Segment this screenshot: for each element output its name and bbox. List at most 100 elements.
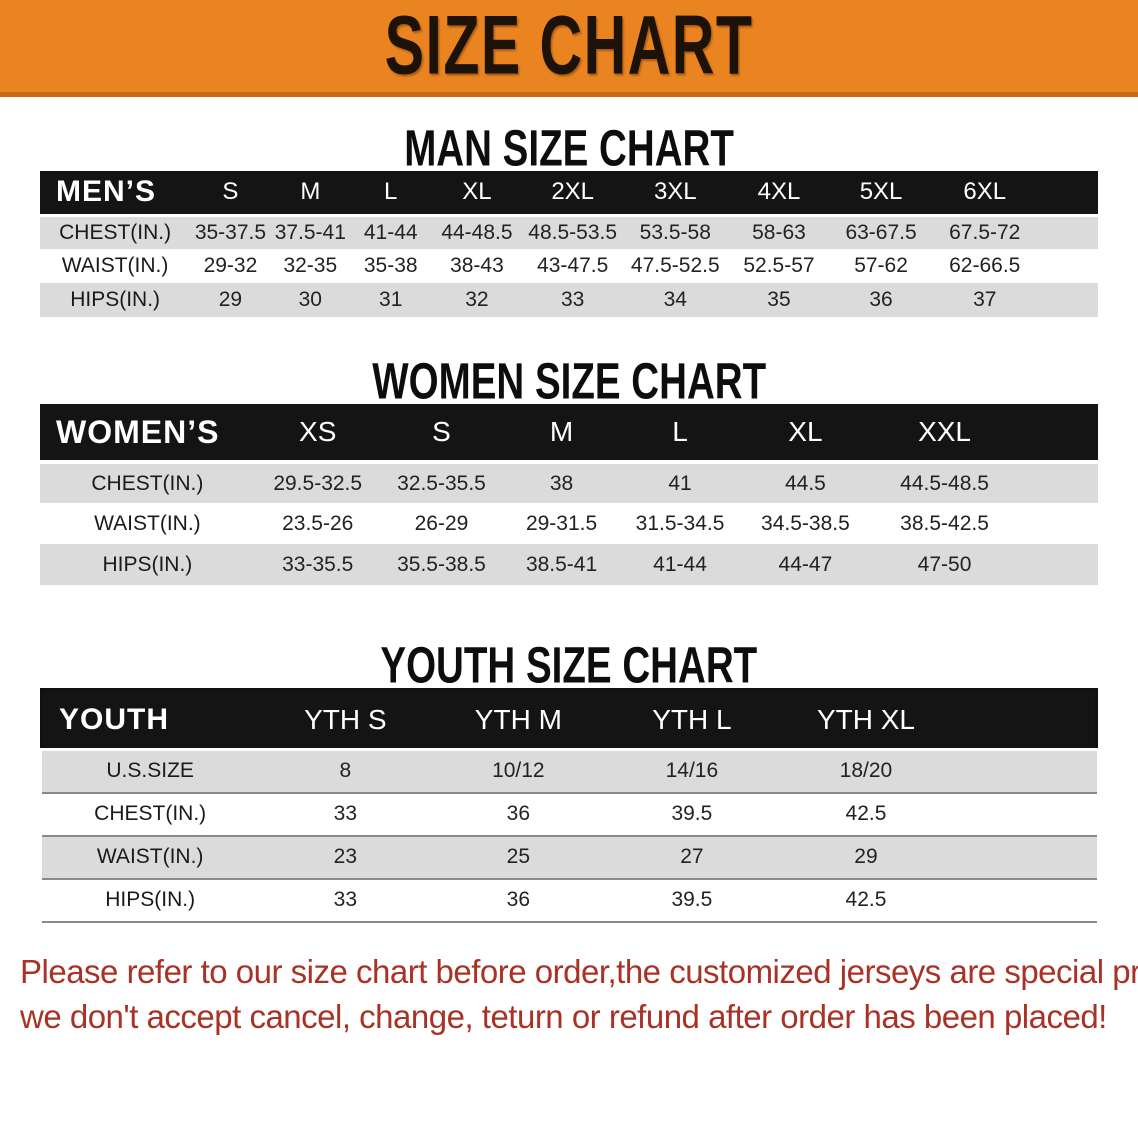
measurement-cell: 10/12 (431, 749, 605, 793)
size-column-header: XL (739, 404, 872, 464)
measurement-cell: 23.5-26 (254, 503, 381, 544)
size-column-header: M (270, 171, 350, 217)
measurement-cell: 47-50 (871, 544, 1018, 585)
row-filler (1017, 544, 1098, 585)
table-row: HIPS(IN.) 33 36 39.5 42.5 (41, 878, 1097, 922)
row-filler (1017, 503, 1098, 544)
measurement-cell: 29-31.5 (502, 503, 621, 544)
measurement-cell: 33 (258, 792, 432, 836)
size-column-header: YTH XL (778, 689, 953, 751)
measurement-cell: 26-29 (380, 503, 503, 544)
youth-header-row: YOUTH YTH S YTH M YTH L YTH XL (41, 689, 1097, 751)
size-column-header: L (349, 171, 432, 217)
womens-header-row: WOMEN’S XS S M L XL XXL (40, 404, 1098, 464)
banner-title: SIZE CHART (384, 0, 754, 92)
measurement-cell: 47.5-52.5 (622, 249, 728, 283)
row-filler (1037, 283, 1098, 317)
measurement-cell: 67.5-72 (931, 215, 1038, 249)
man-section-title: MAN SIZE CHART (0, 118, 1138, 177)
size-column-header: YTH M (431, 689, 605, 751)
row-filler (1037, 249, 1098, 283)
youth-size-table: YOUTH YTH S YTH M YTH L YTH XL U.S.SIZE 8 10/1… (40, 688, 1098, 923)
table-row: CHEST(IN.) 29.5-32.5 32.5-35.5 38 41 44.5 44.5… (40, 462, 1098, 503)
header-filler (1017, 404, 1098, 464)
size-column-header: XS (254, 404, 381, 464)
row-label: HIPS(IN.) (41, 878, 259, 922)
measurement-cell: 38 (502, 462, 621, 503)
measurement-cell: 38-43 (431, 249, 523, 283)
measurement-cell: 32-35 (270, 249, 350, 283)
measurement-cell: 42.5 (778, 792, 953, 836)
row-label: WAIST(IN.) (41, 835, 259, 879)
measurement-cell: 33-35.5 (254, 544, 381, 585)
row-label: CHEST(IN.) (41, 792, 259, 836)
measurement-cell: 63-67.5 (830, 215, 932, 249)
row-filler (952, 749, 1097, 793)
table-row: CHEST(IN.) 33 36 39.5 42.5 (41, 792, 1097, 836)
size-column-header: YTH L (604, 689, 779, 751)
measurement-cell: 34 (622, 283, 728, 317)
table-row: WAIST(IN.) 29-32 32-35 35-38 38-43 43-47.5 47.… (40, 249, 1098, 283)
row-label: CHEST(IN.) (40, 462, 255, 503)
measurement-cell: 53.5-58 (622, 215, 728, 249)
table-row: WAIST(IN.) 23.5-26 26-29 29-31.5 31.5-34.5 34… (40, 503, 1098, 544)
youth-section-title-text: YOUTH SIZE CHART (380, 635, 758, 694)
mens-size-table: MEN’S S M L XL 2XL 3XL 4XL 5XL 6XL CHEST(IN.) 35-3… (40, 171, 1098, 317)
womens-size-table: WOMEN’S XS S M L XL XXL CHEST(IN.) 29.5-32.5 32.… (40, 404, 1098, 585)
size-column-header: M (502, 404, 621, 464)
measurement-cell: 31 (349, 283, 432, 317)
measurement-cell: 25 (431, 835, 605, 879)
youth-section-title: YOUTH SIZE CHART (0, 635, 1138, 694)
mens-header-row: MEN’S S M L XL 2XL 3XL 4XL 5XL 6XL (40, 171, 1098, 217)
women-section-title: WOMEN SIZE CHART (0, 355, 1138, 406)
measurement-cell: 29.5-32.5 (254, 462, 381, 503)
measurement-cell: 37 (931, 283, 1038, 317)
measurement-cell: 39.5 (604, 878, 779, 922)
row-filler (1037, 215, 1098, 249)
measurement-cell: 33 (258, 878, 432, 922)
measurement-cell: 32.5-35.5 (380, 462, 503, 503)
measurement-cell: 58-63 (727, 215, 831, 249)
measurement-cell: 37.5-41 (270, 215, 350, 249)
measurement-cell: 18/20 (778, 749, 953, 793)
size-chart-banner: SIZE CHART (0, 0, 1138, 97)
row-filler (1017, 462, 1098, 503)
measurement-cell: 36 (431, 792, 605, 836)
measurement-cell: 36 (830, 283, 932, 317)
row-label: U.S.SIZE (41, 749, 259, 793)
measurement-cell: 31.5-34.5 (620, 503, 740, 544)
measurement-cell: 23 (258, 835, 432, 879)
size-column-header: XXL (871, 404, 1018, 464)
man-section-title-text: MAN SIZE CHART (404, 118, 734, 177)
measurement-cell: 48.5-53.5 (522, 215, 623, 249)
measurement-cell: 14/16 (604, 749, 779, 793)
measurement-cell: 29 (778, 835, 953, 879)
size-column-header: XL (431, 171, 523, 217)
measurement-cell: 32 (431, 283, 523, 317)
table-row: U.S.SIZE 8 10/12 14/16 18/20 (41, 749, 1097, 793)
measurement-cell: 39.5 (604, 792, 779, 836)
size-column-header: L (620, 404, 740, 464)
size-column-header: YTH S (258, 689, 432, 751)
size-column-header: 5XL (830, 171, 932, 217)
measurement-cell: 27 (604, 835, 779, 879)
measurement-cell: 29-32 (190, 249, 271, 283)
measurement-cell: 8 (258, 749, 432, 793)
disclaimer-line-1: Please refer to our size chart before or… (20, 952, 1138, 990)
measurement-cell: 36 (431, 878, 605, 922)
measurement-cell: 44-48.5 (431, 215, 523, 249)
measurement-cell: 44-47 (739, 544, 872, 585)
table-row: HIPS(IN.) 29 30 31 32 33 34 35 36 37 (40, 283, 1098, 317)
measurement-cell: 38.5-42.5 (871, 503, 1018, 544)
measurement-cell: 41 (620, 462, 740, 503)
size-column-header: 3XL (622, 171, 728, 217)
row-filler (952, 878, 1097, 922)
row-label: HIPS(IN.) (40, 544, 255, 585)
measurement-cell: 44.5 (739, 462, 872, 503)
measurement-cell: 33 (522, 283, 623, 317)
table-row: WAIST(IN.) 23 25 27 29 (41, 835, 1097, 879)
header-filler (952, 689, 1097, 751)
size-column-header: 6XL (931, 171, 1038, 217)
measurement-cell: 35-37.5 (190, 215, 271, 249)
measurement-cell: 42.5 (778, 878, 953, 922)
